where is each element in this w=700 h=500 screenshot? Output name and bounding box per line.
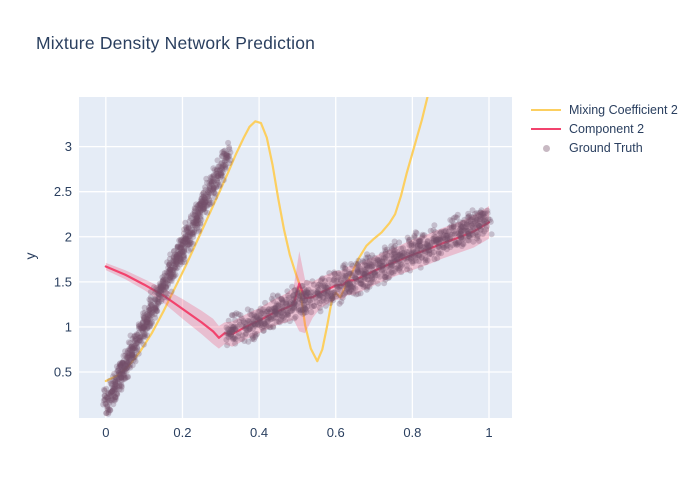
y-tick-label: 3 [65, 139, 72, 154]
series-ground-truth [100, 139, 495, 417]
legend-label-mixing-coefficient-2: Mixing Coefficient 2 [569, 103, 678, 117]
y-tick-label: 2 [65, 229, 72, 244]
legend-swatch-ground-truth [531, 144, 561, 152]
y-tick-label: 2.5 [54, 184, 72, 199]
gridlines [79, 97, 512, 418]
legend-swatch-component-2 [531, 128, 561, 130]
line-swatch-icon [531, 128, 561, 130]
series-component-2-uncertainty-band [105, 206, 490, 349]
legend-swatch-mixing-coefficient-2 [531, 109, 561, 111]
chart-title: Mixture Density Network Prediction [36, 33, 316, 53]
line-swatch-icon [531, 109, 561, 111]
y-tick-label: 0.5 [54, 365, 72, 380]
legend-label-component-2: Component 2 [569, 122, 645, 136]
y-tick-labels: 0.5 1 1.5 2 2.5 3 [54, 139, 72, 379]
x-tick-label: 0.6 [327, 425, 345, 440]
legend: Mixing Coefficient 2 Component 2 Ground … [531, 103, 678, 155]
legend-label-ground-truth: Ground Truth [569, 141, 643, 155]
y-tick-label: 1 [65, 319, 72, 334]
x-tick-label: 1 [485, 425, 492, 440]
x-tick-labels: 0 0.2 0.4 0.6 0.8 1 [102, 425, 492, 440]
legend-item-ground-truth[interactable]: Ground Truth [531, 141, 678, 155]
y-tick-label: 1.5 [54, 274, 72, 289]
x-tick-label: 0.8 [403, 425, 421, 440]
series-mixing-coefficient-2 [104, 97, 429, 383]
x-tick-label: 0.2 [173, 425, 191, 440]
x-tick-label: 0 [102, 425, 109, 440]
legend-item-component-2[interactable]: Component 2 [531, 122, 678, 136]
x-tick-label: 0.4 [250, 425, 268, 440]
series-layer [100, 97, 495, 417]
series-component-2 [104, 221, 491, 339]
legend-item-mixing-coefficient-2[interactable]: Mixing Coefficient 2 [531, 103, 678, 117]
plot-background [79, 97, 512, 418]
dot-swatch-icon [542, 144, 550, 152]
